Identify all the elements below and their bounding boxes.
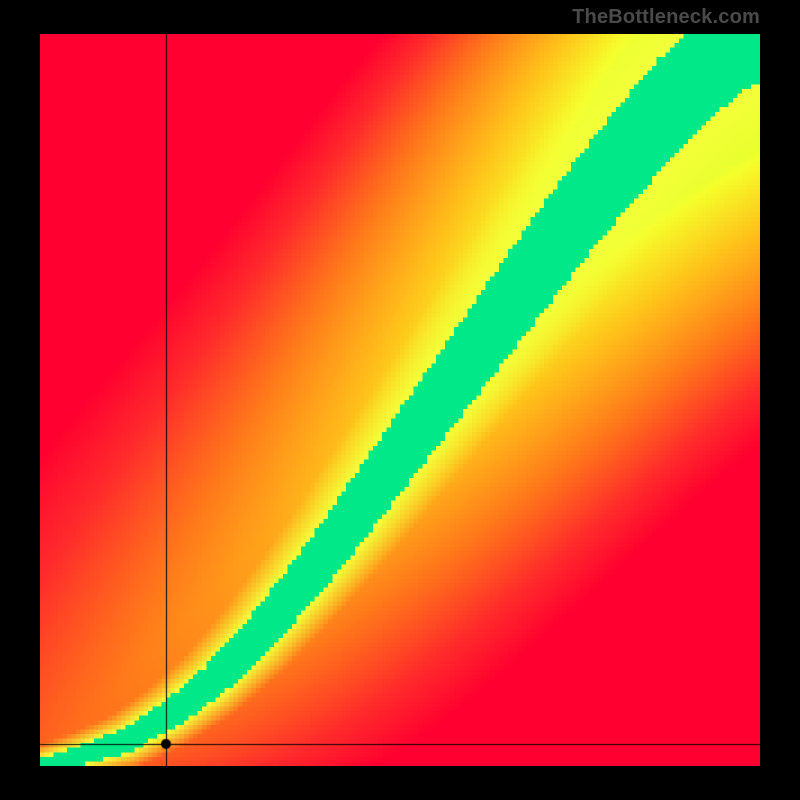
chart-container: TheBottleneck.com [0,0,800,800]
watermark-text: TheBottleneck.com [572,6,760,29]
crosshair-overlay [0,0,800,800]
